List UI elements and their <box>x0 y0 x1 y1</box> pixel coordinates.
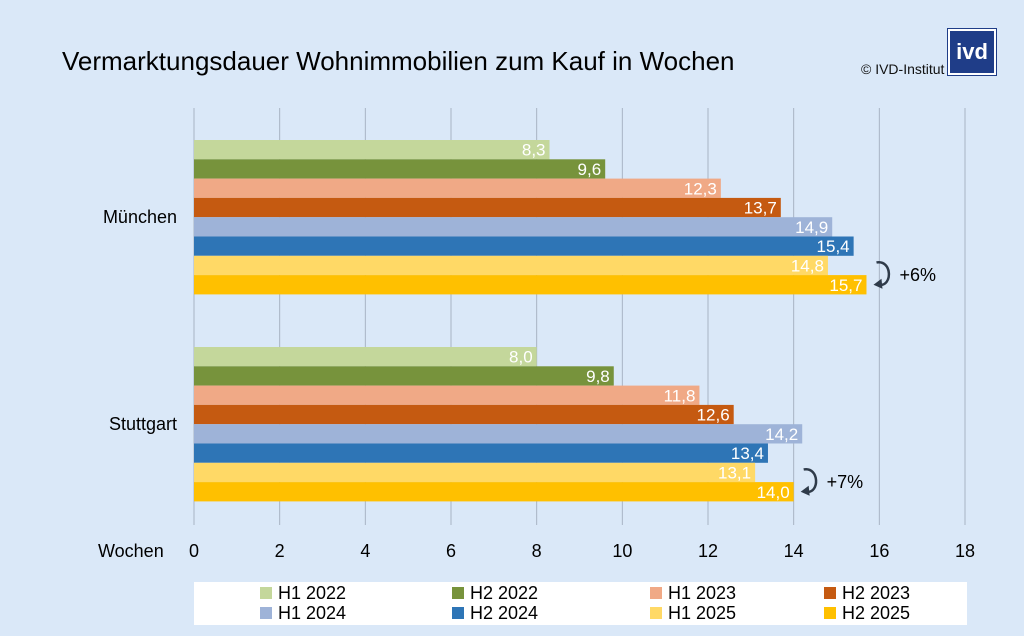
data-label: 11,8 <box>664 386 696 405</box>
x-tick-label: 6 <box>446 541 456 561</box>
legend-swatch <box>260 587 272 599</box>
curved-arrow-icon <box>876 261 891 286</box>
bar <box>194 140 550 160</box>
bar <box>194 197 781 218</box>
data-label: 14,8 <box>791 256 824 275</box>
copyright-notice: © IVD-Institut <box>861 61 945 77</box>
x-axis-label: Wochen <box>98 541 164 561</box>
data-label: 8,3 <box>522 141 546 160</box>
data-label: 14,2 <box>765 425 798 444</box>
bar <box>194 347 537 367</box>
bar <box>194 462 756 483</box>
legend-label: H1 2022 <box>278 582 347 603</box>
x-tick-label: 10 <box>612 541 632 561</box>
legend-swatch <box>260 607 272 619</box>
data-label: 9,6 <box>578 160 602 179</box>
x-tick-label: 2 <box>275 541 285 561</box>
bar <box>194 178 721 198</box>
change-annotation: +6% <box>899 265 936 285</box>
data-label: 13,7 <box>744 199 777 218</box>
x-tick-label: 16 <box>869 541 889 561</box>
bar <box>194 159 606 179</box>
legend-item: H2 2022 <box>452 583 538 603</box>
curved-arrow-icon <box>803 468 818 493</box>
legend-swatch <box>650 607 662 619</box>
legend-item: H1 2023 <box>650 583 736 603</box>
bar <box>194 275 867 295</box>
legend-item: H2 2023 <box>824 583 910 603</box>
data-label: 8,0 <box>509 348 533 367</box>
x-tick-label: 8 <box>532 541 542 561</box>
arrow-head-icon <box>800 485 810 496</box>
data-label: 12,3 <box>684 179 717 198</box>
data-label: 15,7 <box>829 276 862 295</box>
data-label: 14,9 <box>795 218 828 237</box>
legend-label: H1 2023 <box>668 582 737 603</box>
x-tick-label: 14 <box>784 541 804 561</box>
legend-swatch <box>824 587 836 599</box>
legend-label: H1 2024 <box>278 602 347 623</box>
bar <box>194 236 854 256</box>
legend-item: H2 2025 <box>824 603 910 623</box>
legend-item: H1 2024 <box>260 603 346 623</box>
change-annotation: +7% <box>827 472 864 492</box>
x-tick-label: 0 <box>189 541 199 561</box>
legend-item: H2 2024 <box>452 603 538 623</box>
data-label: 9,8 <box>586 367 610 386</box>
legend-swatch <box>452 607 464 619</box>
bar <box>194 366 614 386</box>
category-label: München <box>103 207 177 227</box>
x-tick-label: 4 <box>360 541 370 561</box>
bar <box>194 404 734 425</box>
data-label: 12,6 <box>697 406 730 425</box>
bar <box>194 255 828 276</box>
bar <box>194 482 794 502</box>
chart-title: Vermarktungsdauer Wohnimmobilien zum Kau… <box>62 46 735 76</box>
x-tick-label: 12 <box>698 541 718 561</box>
data-label: 13,4 <box>731 444 764 463</box>
data-label: 15,4 <box>817 237 850 256</box>
category-label: Stuttgart <box>109 414 177 434</box>
data-label: 14,0 <box>757 483 790 502</box>
legend-item: H1 2025 <box>650 603 736 623</box>
legend-label: H1 2025 <box>668 602 737 623</box>
legend-swatch <box>452 587 464 599</box>
legend-label: H2 2025 <box>842 602 911 623</box>
chart-legend: H1 2022 H2 2022 H1 2023 H2 2023 H1 2024 H2 20… <box>194 582 967 625</box>
legend-swatch <box>824 607 836 619</box>
legend-label: H2 2022 <box>470 582 539 603</box>
legend-item: H1 2022 <box>260 583 346 603</box>
x-tick-label: 18 <box>955 541 975 561</box>
ivd-logo: ivd <box>948 29 996 75</box>
data-label: 13,1 <box>718 463 751 482</box>
bar <box>194 217 833 237</box>
bar <box>194 443 768 463</box>
bar <box>194 424 803 444</box>
legend-label: H2 2023 <box>842 582 911 603</box>
legend-swatch <box>650 587 662 599</box>
arrow-head-icon <box>873 278 883 289</box>
bar <box>194 385 700 405</box>
legend-label: H2 2024 <box>470 602 539 623</box>
